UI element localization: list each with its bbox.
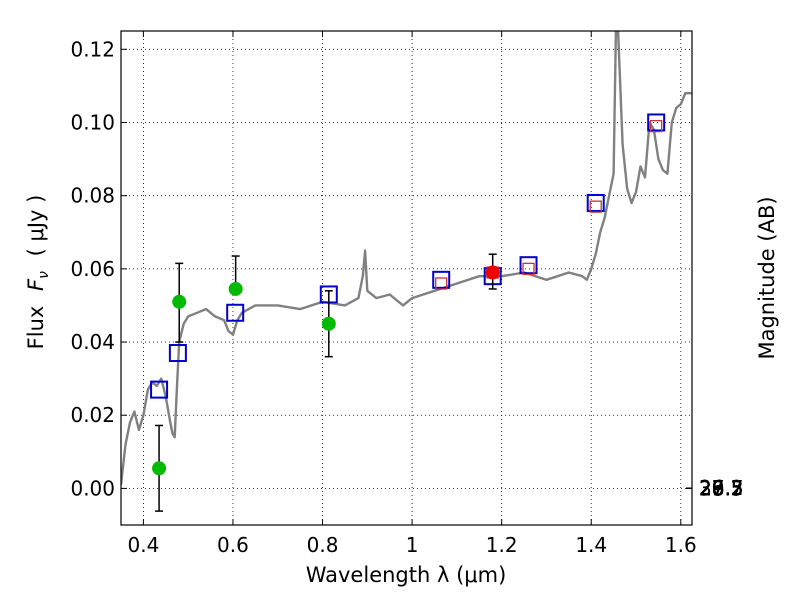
model-point	[150, 380, 169, 399]
right-tick-label: 29	[699, 476, 724, 500]
right-tick-label: 27	[699, 476, 724, 500]
right-tick-label: 26.7	[699, 476, 744, 500]
right-tick-label: 30	[699, 476, 724, 500]
y-tick-label: 0.04	[70, 330, 115, 354]
observed-square-point	[650, 119, 663, 133]
observed-square-point	[522, 262, 535, 276]
y-tick-label: 0.08	[70, 184, 115, 208]
y-axis-label-unit: ( μJy )	[24, 195, 48, 257]
right-tick-label: 26.2	[699, 476, 744, 500]
right-tick-label: 27.5	[699, 476, 744, 500]
grid-lines	[121, 31, 692, 525]
observed-square-point	[589, 200, 602, 213]
axis-ticks: 0.4 0.6 0.8 1 1.2 1.4 1.6 0.00 0.02 0.04 0.06 0.08 0…	[70, 31, 744, 557]
y-tick-label: 0.02	[70, 403, 115, 427]
x-tick-label: 1.4	[575, 533, 607, 557]
y-tick-label: 0.06	[70, 257, 115, 281]
svg-text:Flux Fν ( μJy ): Flux Fν ( μJy )	[24, 195, 53, 350]
right-tick-label: 28	[699, 476, 724, 500]
x-tick-label: 0.4	[127, 533, 159, 557]
y-axis-label-prefix: Flux	[24, 306, 48, 350]
plot-content	[121, 31, 692, 512]
model-point	[432, 270, 451, 289]
x-axis-label: Wavelength λ (μm)	[306, 563, 507, 587]
data-point	[152, 461, 167, 476]
y-axis-label: Flux Fν ( μJy )	[24, 195, 53, 350]
y-tick-label: 0.12	[70, 37, 115, 61]
model-point	[168, 344, 187, 363]
right-axis-label: Magnitude (AB)	[755, 196, 779, 359]
x-tick-label: 1.6	[665, 533, 697, 557]
x-tick-label: 1.2	[486, 533, 518, 557]
right-tick-label: 28.5	[699, 476, 744, 500]
x-tick-label: 1	[406, 533, 419, 557]
observed-square-point	[435, 277, 448, 290]
spectrum-line	[121, 31, 692, 485]
y-tick-label: 0.00	[70, 476, 115, 500]
model-point	[647, 113, 666, 132]
data-point	[172, 294, 187, 309]
model-point	[226, 303, 245, 322]
plot-area	[121, 31, 692, 512]
right-tick-label: 26.5	[699, 476, 744, 500]
x-tick-label: 0.6	[217, 533, 249, 557]
data-point	[485, 265, 500, 280]
x-tick-label: 0.8	[307, 533, 339, 557]
right-tick-label: 27.2	[699, 476, 744, 500]
right-tick-label: 26.3	[699, 476, 744, 500]
model-point	[586, 193, 605, 212]
plot-frame	[120, 30, 693, 526]
y-axis-label-sub: ν	[36, 271, 52, 279]
data-point	[228, 281, 243, 296]
data-point	[321, 316, 336, 331]
model-point	[519, 256, 538, 275]
y-tick-label: 0.10	[70, 110, 115, 134]
y-axis-label-var: F	[24, 278, 48, 291]
